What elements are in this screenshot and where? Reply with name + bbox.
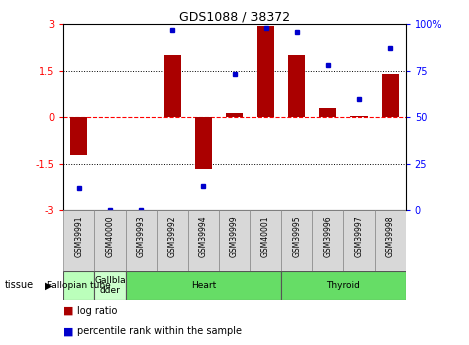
Bar [63,271,94,300]
Bar [164,55,181,117]
Text: ■: ■ [63,306,74,315]
Bar [350,116,368,117]
Bar [250,210,281,271]
Bar [94,271,126,300]
Bar [126,210,157,271]
Text: Thyroid: Thyroid [326,281,360,290]
Bar [281,210,312,271]
Text: Fallopian tube: Fallopian tube [47,281,111,290]
Text: GSM39998: GSM39998 [386,215,394,257]
Text: GSM39999: GSM39999 [230,215,239,257]
Text: GSM39992: GSM39992 [168,215,177,257]
Bar [188,210,219,271]
Bar [375,210,406,271]
Text: Gallbla
dder: Gallbla dder [94,276,126,295]
Bar [382,74,399,117]
Bar [126,271,281,300]
Text: GSM39996: GSM39996 [323,215,333,257]
Text: ▶: ▶ [45,280,52,290]
Text: tissue: tissue [5,280,34,290]
Bar [257,26,274,117]
Bar [157,210,188,271]
Text: GSM40001: GSM40001 [261,215,270,257]
Text: Heart: Heart [191,281,216,290]
Text: GSM39993: GSM39993 [136,215,146,257]
Bar [219,210,250,271]
Bar [70,117,87,155]
Text: log ratio: log ratio [77,306,118,315]
Text: GSM39991: GSM39991 [75,215,83,257]
Text: GSM39994: GSM39994 [199,215,208,257]
Text: GSM39997: GSM39997 [355,215,363,257]
Bar [343,210,375,271]
Text: GSM40000: GSM40000 [106,215,114,257]
Bar [319,108,336,117]
Text: GSM39995: GSM39995 [292,215,301,257]
Bar [195,117,212,168]
Bar [281,271,406,300]
Bar [94,210,126,271]
Text: ■: ■ [63,326,74,336]
Bar [288,55,305,117]
Bar [312,210,343,271]
Bar [226,112,243,117]
Text: percentile rank within the sample: percentile rank within the sample [77,326,242,336]
Bar [63,210,94,271]
Text: GDS1088 / 38372: GDS1088 / 38372 [179,10,290,23]
